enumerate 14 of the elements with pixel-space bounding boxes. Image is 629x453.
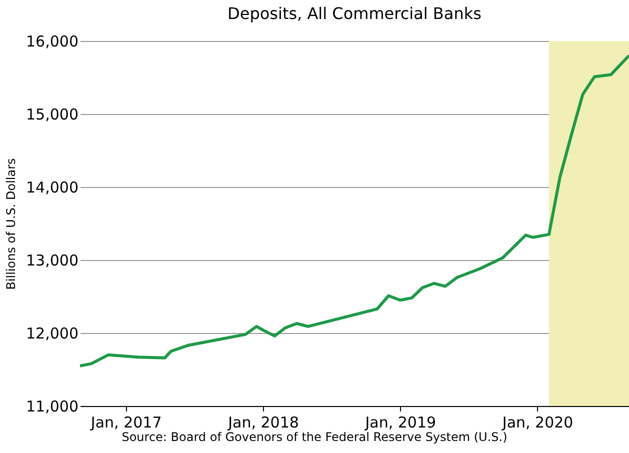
y-tick-label: 16,000 <box>26 32 78 50</box>
x-tick-label: Jan, 2020 <box>501 414 574 432</box>
chart-title: Deposits, All Commercial Banks <box>228 4 482 23</box>
x-tick-label: Jan, 2017 <box>90 414 162 432</box>
y-axis-title: Billions of U.S. Dollars <box>4 158 18 290</box>
x-tick-label: Jan, 2018 <box>227 414 299 432</box>
y-tick-label: 12,000 <box>26 324 78 342</box>
y-tick-label: 13,000 <box>26 252 78 270</box>
y-tick-label: 15,000 <box>26 106 78 124</box>
line-series <box>80 54 629 368</box>
y-tick-label: 11,000 <box>26 398 78 416</box>
x-tick-label: Jan, 2019 <box>364 414 436 432</box>
y-tick-label: 14,000 <box>26 178 78 196</box>
source-note: Source: Board of Govenors of the Federal Reserve System (U.S.) <box>120 430 508 444</box>
